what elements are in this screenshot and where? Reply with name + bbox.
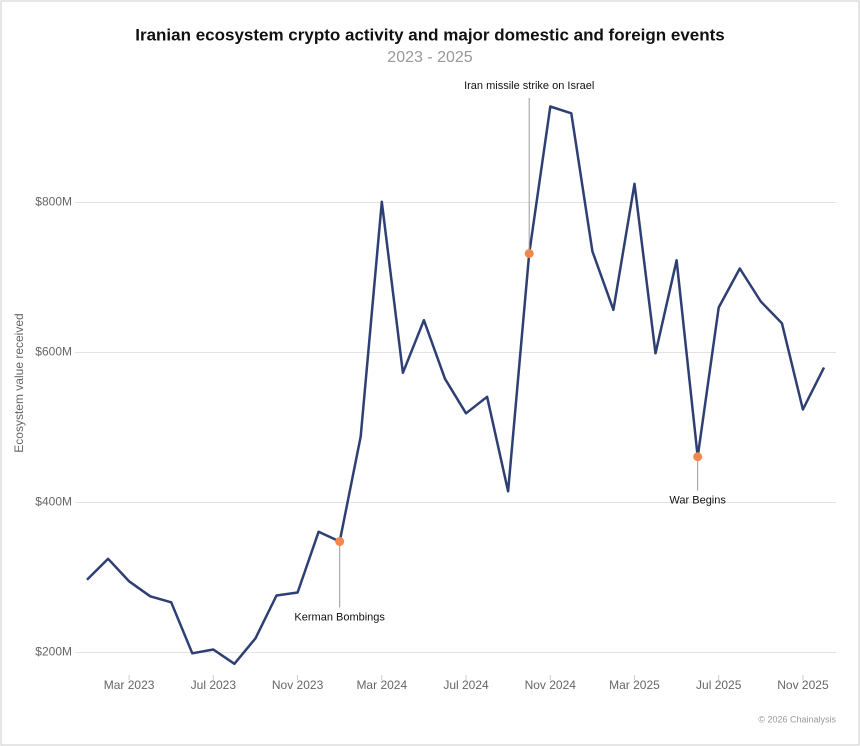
y-tick-label: $800M bbox=[35, 195, 72, 209]
y-tick-label: $600M bbox=[35, 345, 72, 359]
annotation-marker bbox=[693, 452, 703, 462]
x-tick-label: Jul 2025 bbox=[696, 678, 742, 692]
y-axis-label: Ecosystem value received bbox=[12, 313, 26, 452]
x-tick-label: Nov 2025 bbox=[777, 678, 829, 692]
series-line bbox=[86, 105, 826, 666]
x-tick-label: Jul 2023 bbox=[191, 678, 237, 692]
x-tick-label: Nov 2024 bbox=[525, 678, 577, 692]
x-tick-label: Mar 2024 bbox=[356, 678, 407, 692]
annotation-label: Kerman Bombings bbox=[294, 611, 385, 623]
x-tick-label: Nov 2023 bbox=[272, 678, 324, 692]
chart-subtitle: 2023 - 2025 bbox=[387, 49, 473, 66]
footer: © 2026 Chainalysis bbox=[758, 714, 836, 724]
annotation-label: War Begins bbox=[669, 495, 726, 507]
annotation-marker bbox=[524, 249, 534, 258]
x-tick-label: Mar 2023 bbox=[104, 678, 155, 692]
y-tick-label: $400M bbox=[35, 495, 72, 509]
x-tick-label: Jul 2024 bbox=[443, 678, 489, 692]
annotation-marker bbox=[335, 537, 345, 546]
y-tick-label: $200M bbox=[35, 645, 72, 659]
annotation-label: Iran missile strike on Israel bbox=[464, 80, 594, 92]
x-tick-label: Mar 2025 bbox=[609, 678, 660, 692]
chart-title: Iranian ecosystem crypto activity and ma… bbox=[135, 25, 725, 44]
